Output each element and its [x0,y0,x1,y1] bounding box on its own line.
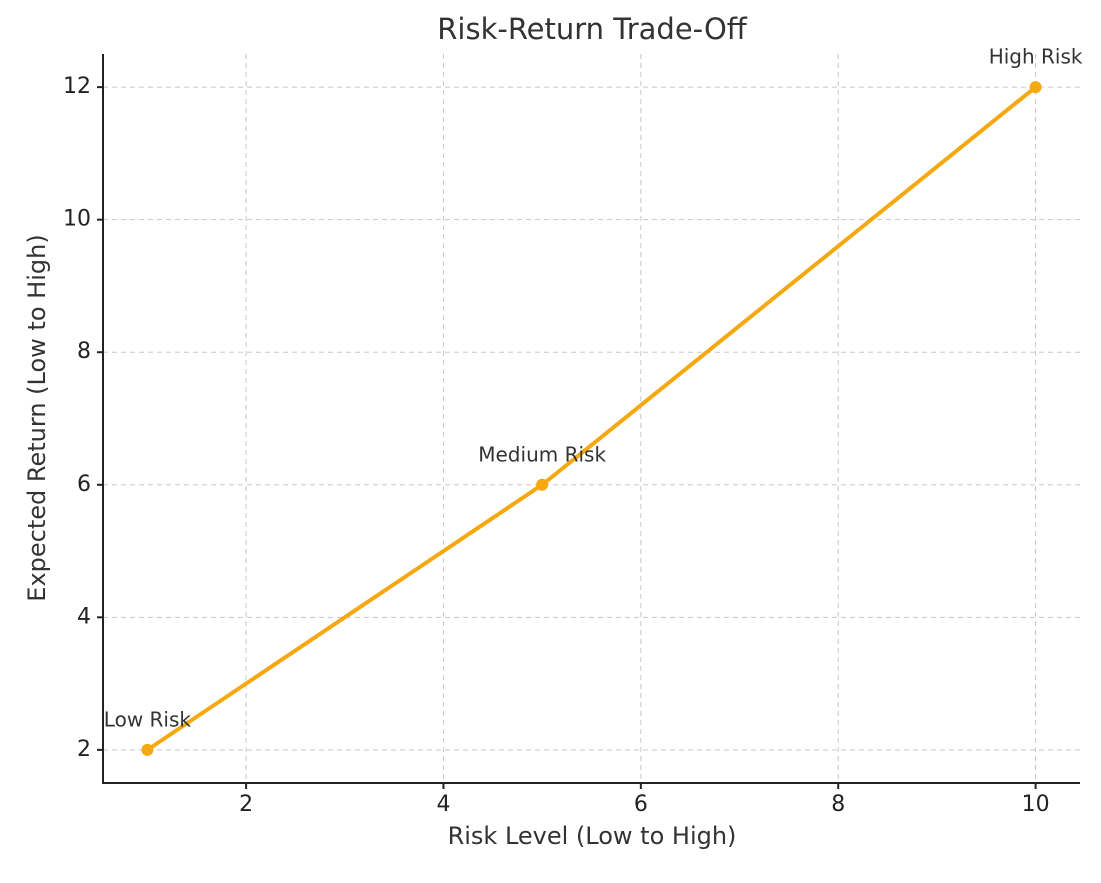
line [146,85,1037,752]
y-tick-label: 10 [63,207,91,232]
point [141,743,154,756]
y-axis-label: Expected Return (Low to High) [23,234,51,601]
point [1029,81,1042,94]
x-tick-label: 10 [1022,792,1050,817]
y-tick-label: 6 [77,472,91,497]
x-axis-label: Risk Level (Low to High) [448,822,737,850]
y-tick-label: 8 [77,339,91,364]
point-label: Low Risk [104,707,192,731]
point-label: High Risk [989,45,1083,69]
y-tick-label: 12 [63,74,91,99]
point [536,478,549,491]
chart-title: Risk-Return Trade-Off [437,12,748,46]
point-label: Medium Risk [478,442,606,466]
x-tick-label: 6 [634,792,648,817]
y-tick-label: 4 [77,604,91,629]
x-tick-label: 2 [239,792,253,817]
x-tick-label: 4 [436,792,450,817]
x-tick-label: 8 [831,792,845,817]
y-tick-label: 2 [77,737,91,762]
